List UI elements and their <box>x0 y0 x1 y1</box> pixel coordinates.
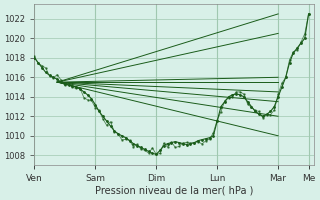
X-axis label: Pression niveau de la mer( hPa ): Pression niveau de la mer( hPa ) <box>95 186 253 196</box>
